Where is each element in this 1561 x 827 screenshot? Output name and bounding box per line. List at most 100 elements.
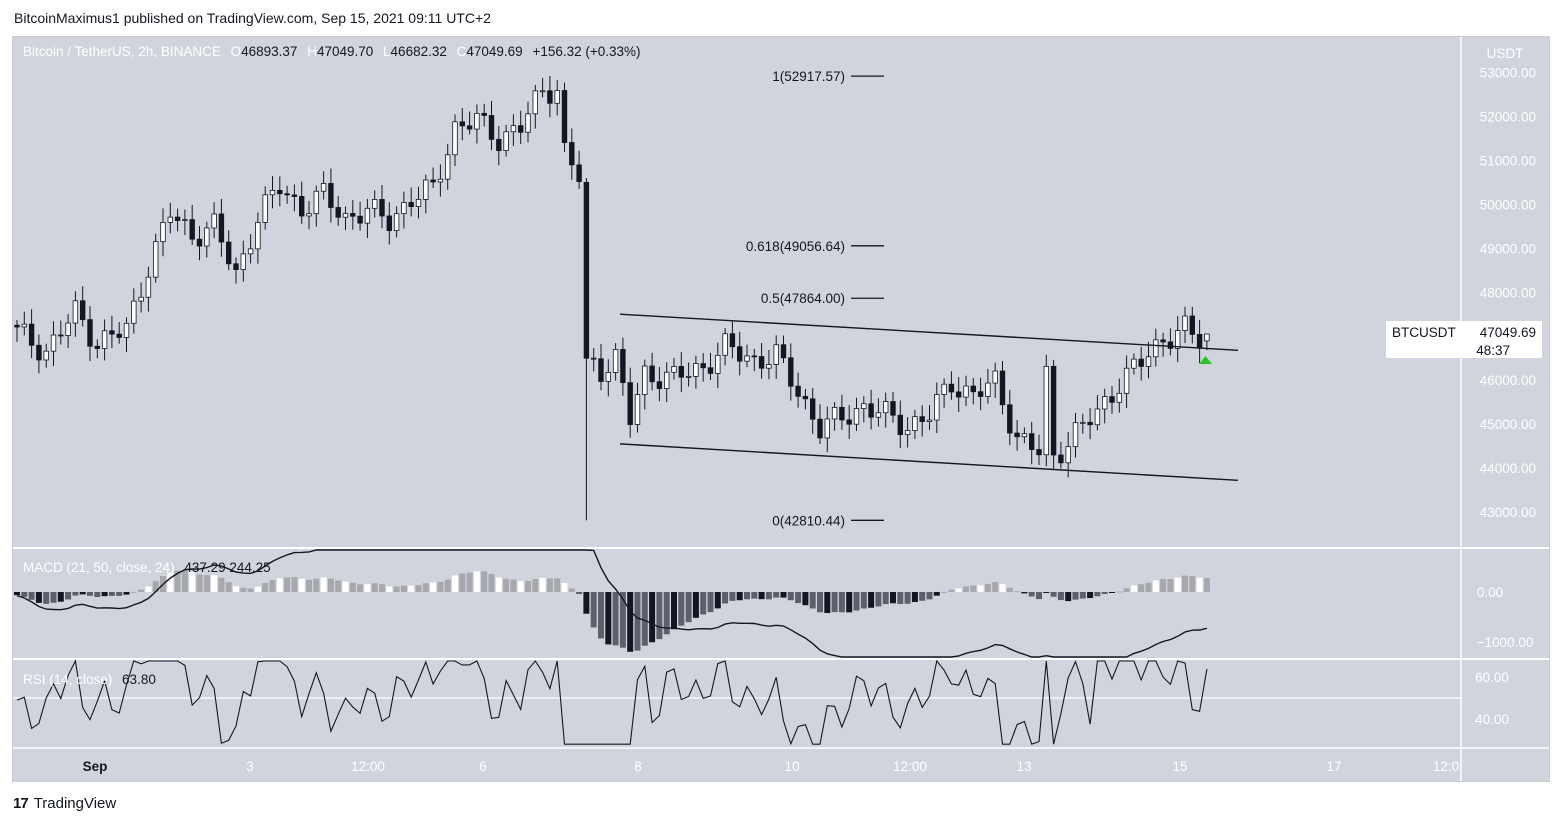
high-value: 47049.70	[316, 44, 374, 59]
brand-name: TradingView	[33, 795, 117, 812]
macd-histogram-bar	[379, 584, 385, 592]
candle-up	[262, 194, 268, 223]
macd-histogram-bar	[641, 592, 648, 646]
candle-up	[437, 178, 444, 183]
price-tick-label: 45000.00	[1480, 417, 1536, 432]
time-tick-label: 8	[634, 759, 642, 774]
candle-down	[591, 357, 597, 360]
macd-histogram-bar	[919, 592, 926, 601]
candle-down	[897, 414, 903, 436]
low-key: L	[383, 44, 391, 59]
macd-histogram-bar	[1152, 580, 1159, 592]
candle-up	[824, 418, 830, 439]
candle-up	[21, 323, 27, 328]
candle-up	[912, 416, 918, 431]
candle-down	[751, 355, 757, 358]
candle-down	[518, 125, 524, 133]
candle-up	[152, 241, 159, 278]
macd-histogram-bar	[233, 586, 239, 592]
candle-down	[1160, 339, 1166, 343]
candle-down	[496, 138, 502, 152]
candle-up	[123, 322, 130, 338]
macd-histogram-bar	[313, 578, 320, 592]
macd-histogram-bar	[824, 592, 831, 614]
macd-histogram-bar	[152, 581, 159, 592]
fib-level-label: 1(52917.57)	[772, 69, 845, 84]
macd-histogram-bar	[291, 577, 298, 592]
macd-histogram-bar	[860, 592, 867, 609]
time-tick-label: 6	[479, 759, 487, 774]
macd-histogram-bar	[393, 586, 400, 592]
candle-up	[1021, 433, 1028, 438]
macd-histogram-bar	[773, 592, 780, 598]
candle-up	[904, 430, 911, 436]
candle-up	[1094, 408, 1101, 426]
candle-up	[554, 90, 560, 104]
candle-up	[342, 213, 349, 218]
candle-up	[831, 406, 838, 420]
macd-histogram-bar	[320, 577, 327, 592]
macd-histogram-bar	[473, 571, 480, 592]
time-tick-label: 12:00	[893, 759, 927, 774]
macd-histogram-bar	[590, 592, 597, 628]
candle-down	[1189, 315, 1195, 335]
candle-up	[503, 131, 509, 152]
candle-up	[1131, 358, 1137, 369]
macd-histogram-bar	[751, 592, 758, 599]
macd-histogram-bar	[941, 591, 948, 593]
macd-histogram-bar	[1123, 588, 1130, 592]
high-key: H	[307, 44, 317, 59]
candle-up	[182, 219, 188, 221]
price-tick-label: 51000.00	[1480, 153, 1536, 168]
macd-histogram-bar	[744, 592, 750, 600]
macd-histogram-bar	[21, 592, 28, 597]
macd-histogram-bar	[926, 592, 933, 600]
candle-up	[634, 394, 641, 425]
candle-up	[671, 366, 677, 373]
candle-down	[970, 385, 976, 393]
time-tick-label: Sep	[83, 759, 108, 774]
candle-up	[934, 394, 940, 421]
macd-histogram-bar	[882, 592, 889, 605]
candle-up	[693, 363, 699, 377]
tradingview-logo[interactable]: 17 TradingView	[13, 795, 116, 812]
candle-up	[1175, 330, 1181, 349]
macd-histogram-bar	[1145, 582, 1152, 592]
macd-histogram-bar	[875, 592, 882, 607]
price-tick-label: 52000.00	[1480, 109, 1536, 124]
macd-histogram-bar	[357, 584, 364, 592]
macd-histogram-bar	[247, 588, 254, 592]
candle-down	[58, 334, 64, 337]
time-axis-bg	[13, 748, 1461, 781]
macd-histogram-bar	[846, 592, 853, 613]
macd-line	[16, 549, 1208, 658]
candle-down	[466, 125, 473, 130]
candle-up	[1123, 367, 1130, 394]
candle-down	[839, 406, 845, 421]
time-tick-label: 3	[246, 759, 254, 774]
macd-histogram-bar	[400, 585, 407, 592]
macd-histogram-bar	[269, 580, 276, 592]
macd-histogram-bar	[364, 584, 371, 592]
open-key: O	[230, 44, 242, 59]
macd-histogram-bar	[583, 592, 590, 614]
candle-down	[87, 319, 93, 347]
price-tick-label: 53000.00	[1480, 66, 1536, 81]
price-tick-label: 50000.00	[1480, 197, 1536, 212]
candle-down	[707, 367, 714, 374]
macd-tick-label: 0.00	[1477, 585, 1503, 600]
macd-histogram-bar	[671, 592, 677, 630]
time-tick-label: 15	[1172, 759, 1187, 774]
close-key: C	[456, 44, 467, 59]
price-tick-label: 46000.00	[1480, 373, 1536, 388]
candle-up	[65, 322, 71, 336]
candle-up	[269, 189, 276, 196]
candle-down	[218, 213, 225, 243]
candle-up	[1102, 396, 1108, 410]
candle-down	[189, 219, 195, 240]
macd-histogram-bar	[970, 585, 977, 592]
candle-down	[1138, 358, 1144, 367]
fib-level-label: 0.618(49056.64)	[746, 239, 845, 254]
macd-histogram-bar	[1079, 592, 1086, 599]
